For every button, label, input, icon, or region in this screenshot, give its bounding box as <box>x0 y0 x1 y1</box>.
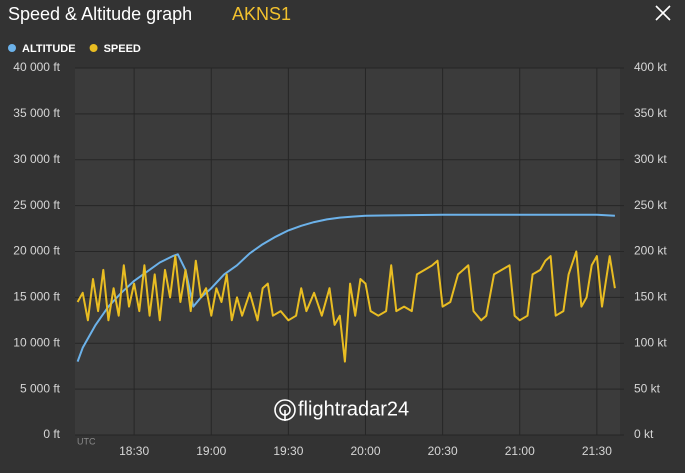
y2-tick-label: 100 kt <box>634 335 667 349</box>
y-tick-label: 10 000 ft <box>13 335 60 349</box>
y2-tick-label: 350 kt <box>634 106 667 120</box>
y-tick-label: 15 000 ft <box>13 290 60 304</box>
y2-tick-label: 0 kt <box>634 427 654 441</box>
flight-code: AKNS1 <box>232 4 291 24</box>
series-line <box>76 213 615 362</box>
y-tick-label: 30 000 ft <box>13 152 60 166</box>
y-tick-label: 5 000 ft <box>20 381 61 395</box>
x-tick-label: 21:30 <box>582 444 612 458</box>
lines <box>76 213 616 363</box>
x-tick-label: 20:30 <box>428 444 458 458</box>
legend-label: SPEED <box>104 43 141 55</box>
y2-tick-label: 200 kt <box>634 244 667 258</box>
watermark: flightradar24 <box>298 398 409 420</box>
y-tick-label: 40 000 ft <box>13 60 60 74</box>
x-tick-label: 21:00 <box>505 444 535 458</box>
close-stroke <box>655 5 671 21</box>
close-button[interactable] <box>655 5 671 21</box>
y2-tick-label: 300 kt <box>634 152 667 166</box>
x-tick-label: 20:00 <box>350 444 380 458</box>
x-tick-label: 19:00 <box>196 444 226 458</box>
y2-tick-label: 400 kt <box>634 60 667 74</box>
watermark-logo <box>274 399 296 421</box>
title: Speed & Altitude graph <box>8 4 192 24</box>
x-tick-label: 18:30 <box>119 444 149 458</box>
legend-swatch <box>89 44 98 52</box>
legend-swatch <box>8 44 16 52</box>
y-tick-label: 0 ft <box>43 427 60 441</box>
x-axis-label: UTC <box>77 436 96 446</box>
y2-tick-label: 150 kt <box>634 290 667 304</box>
y-tick-label: 20 000 ft <box>13 244 60 258</box>
legend: ALTITUDE SPEED <box>8 43 141 55</box>
x-tick-label: 19:30 <box>273 444 303 458</box>
y-tick-label: 25 000 ft <box>13 198 60 212</box>
y2-tick-label: 250 kt <box>634 198 667 212</box>
grid: 0 ft 5 000 ft 10 000 ft 15 000 ft 20 000 ft 2… <box>13 60 667 458</box>
legend-label: ALTITUDE <box>22 43 76 55</box>
y-tick-label: 35 000 ft <box>13 106 60 120</box>
series-line <box>76 250 616 363</box>
y2-tick-label: 50 kt <box>634 381 661 395</box>
